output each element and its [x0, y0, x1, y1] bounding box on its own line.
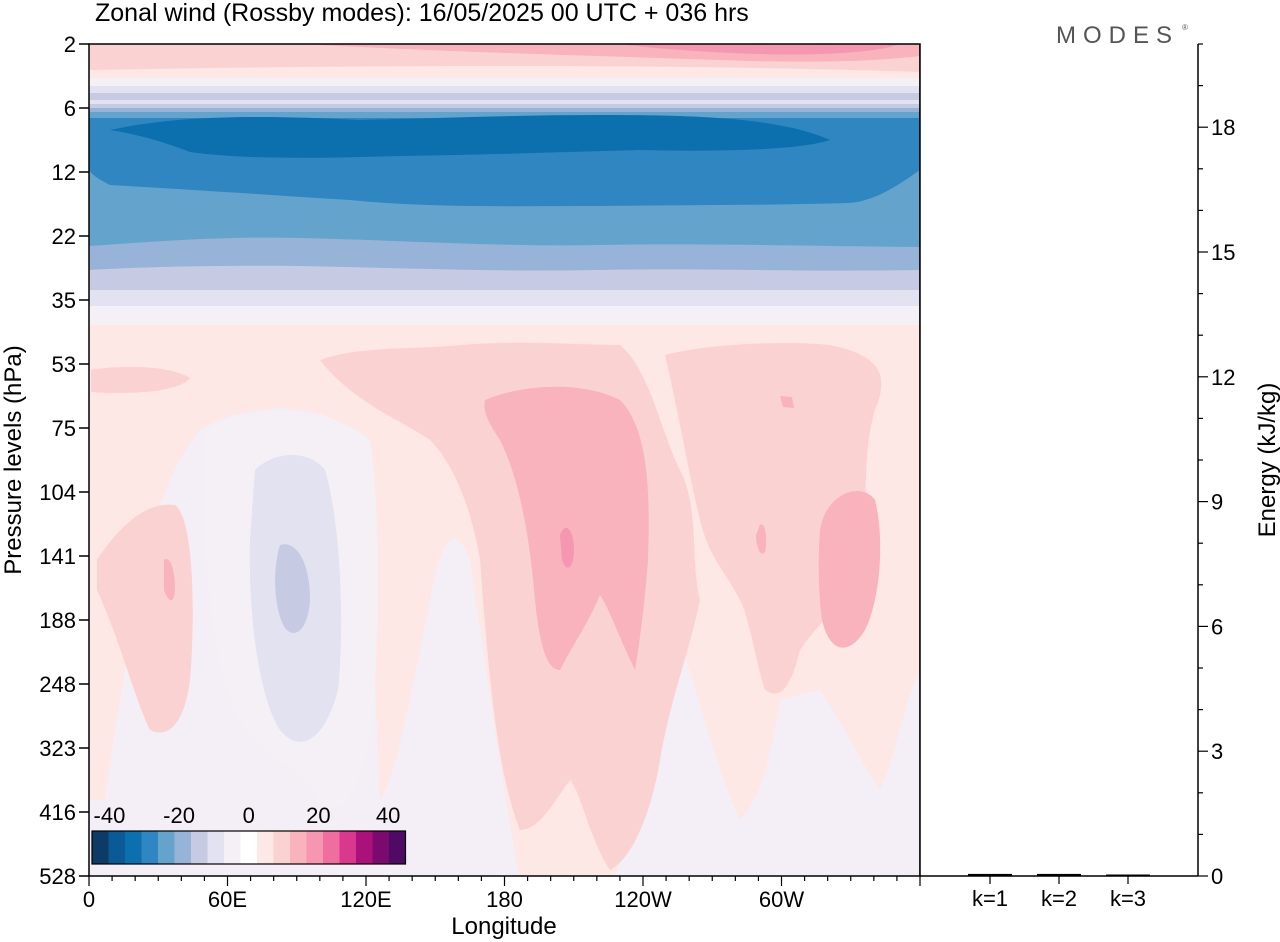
category-label: k=3: [1110, 886, 1146, 911]
y-tick-label: 6: [64, 96, 76, 121]
colorbar-swatch: [92, 831, 109, 864]
colorbar-swatch: [306, 831, 324, 864]
colorbar-swatch: [141, 831, 159, 864]
x-tick-label: 120E: [340, 887, 391, 912]
y-tick-label: 104: [39, 480, 76, 505]
x-tick-label: 120W: [614, 887, 672, 912]
contour-positive-east-spot: [780, 396, 794, 408]
y-tick-label: 35: [52, 288, 76, 313]
colorbar-swatch: [372, 831, 390, 864]
band-neg-core: [110, 115, 830, 158]
energy-bar: [1037, 873, 1081, 876]
x-axis-label: Longitude: [451, 913, 556, 940]
colorbar-tick-label: 0: [243, 803, 255, 828]
energy-tick-label: 0: [1211, 864, 1223, 889]
colorbar-tick-label: 40: [376, 803, 400, 828]
y-axis-label: Pressure levels (hPa): [0, 345, 27, 574]
y-tick-label: 188: [39, 608, 76, 633]
y-axis-pressure: 2 6 12 22 35 53 75 104 141 188 248 323 416 528: [39, 32, 89, 889]
colorbar-swatch: [356, 831, 373, 864]
colorbar-swatch: [174, 831, 192, 864]
y-axis-energy: 0 3 6 9 12 15 18: [1198, 43, 1235, 889]
energy-bar: [968, 873, 1012, 876]
x-tick-label: 180: [486, 887, 523, 912]
colorbar-swatch: [339, 831, 357, 864]
y-tick-label: 416: [39, 800, 76, 825]
energy-tick-label: 18: [1211, 115, 1235, 140]
energy-tick-label: 6: [1211, 614, 1223, 639]
y-tick-label: 75: [52, 416, 76, 441]
y-tick-label: 22: [52, 224, 76, 249]
colorbar-tick-labels: -40 -20 0 20 40: [94, 803, 401, 828]
energy-tick-label: 15: [1211, 240, 1235, 265]
colorbar-swatch: [108, 831, 126, 864]
contour-positive-east-core: [756, 524, 767, 554]
x-tick-label: 60W: [759, 887, 804, 912]
colorbar-swatch: [207, 831, 225, 864]
category-label: k=2: [1041, 886, 1077, 911]
contour-positive-west-53: [91, 366, 190, 394]
y-tick-label: 12: [52, 160, 76, 185]
colorbar-swatch: [257, 831, 274, 864]
y-tick-label: 323: [39, 736, 76, 761]
x-tick-label: 0: [83, 887, 95, 912]
category-label: k=1: [972, 886, 1008, 911]
energy-tick-label: 9: [1211, 490, 1223, 515]
colorbar-swatch: [290, 831, 307, 864]
colorbar: [91, 830, 407, 865]
contour-positive-far-east: [818, 491, 881, 648]
colorbar-swatch: [389, 831, 406, 864]
colorbar-swatch: [125, 831, 142, 864]
x-axis-longitude: 0 60E 120E 180 120W 60W: [83, 876, 921, 912]
energy-category-labels: k=1 k=2 k=3: [972, 886, 1146, 911]
y-tick-label: 248: [39, 672, 76, 697]
heatmap-field: [89, 44, 920, 876]
contour-positive-central-core: [560, 527, 574, 568]
colorbar-frame: [91, 830, 407, 865]
logo-registered-mark: ®: [1182, 23, 1188, 32]
colorbar-swatch: [191, 831, 208, 864]
colorbar-swatch: [158, 831, 175, 864]
colorbar-swatch: [224, 831, 241, 864]
y-tick-label: 141: [39, 544, 76, 569]
colorbar-swatch: [273, 831, 291, 864]
contour-negative-core: [275, 544, 310, 633]
colorbar-tick-label: -40: [94, 803, 126, 828]
chart-title: Zonal wind (Rossby modes): 16/05/2025 00…: [95, 0, 749, 27]
energy-tick-label: 3: [1211, 739, 1223, 764]
band-upper-positive-core: [620, 44, 900, 55]
y-tick-label: 2: [64, 32, 76, 57]
colorbar-swatch: [240, 831, 258, 864]
colorbar-tick-label: 20: [306, 803, 330, 828]
energy-tick-label: 12: [1211, 365, 1235, 390]
y-tick-label: 53: [52, 352, 76, 377]
energy-axis-label: Energy (kJ/kg): [1254, 383, 1280, 538]
y-tick-label: 528: [39, 864, 76, 889]
energy-panel: [920, 44, 1198, 876]
contour-positive-core-west: [164, 559, 175, 601]
colorbar-swatch: [323, 831, 340, 864]
contour-near-zero: [89, 300, 920, 325]
x-tick-label: 60E: [208, 887, 247, 912]
colorbar-tick-label: -20: [163, 803, 195, 828]
